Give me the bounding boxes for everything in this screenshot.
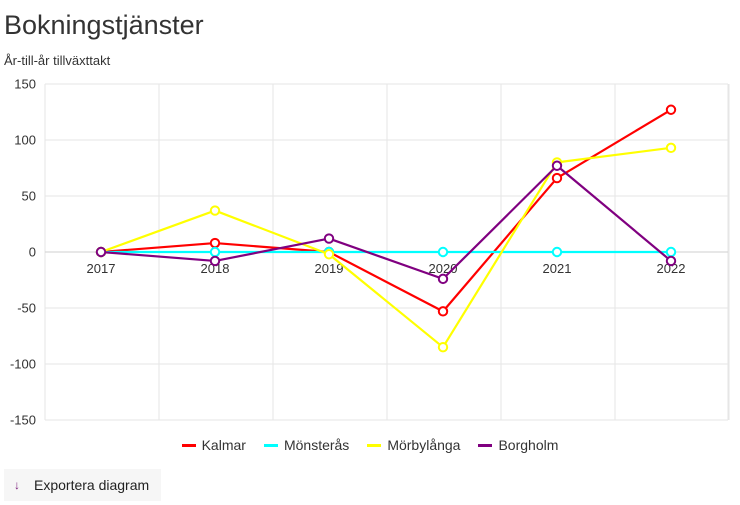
x-tick-label: 2021 [543, 261, 572, 276]
export-label: Exportera diagram [34, 477, 150, 493]
data-point[interactable] [551, 172, 563, 184]
legend-item[interactable]: Borgholm [478, 437, 558, 453]
data-point[interactable] [437, 246, 449, 258]
legend-label: Mörbylånga [387, 437, 461, 453]
chart-title: Bokningstjänster [4, 10, 204, 40]
data-point[interactable] [323, 249, 335, 260]
data-point[interactable] [665, 142, 677, 154]
data-point[interactable] [437, 342, 449, 353]
series-line [100, 108, 672, 313]
data-point[interactable] [209, 246, 221, 258]
data-point[interactable] [551, 246, 563, 258]
y-tick-label: -150 [10, 413, 36, 428]
series-Borgholm [95, 160, 677, 285]
y-tick-label: 100 [14, 133, 36, 148]
legend-swatch [263, 443, 278, 447]
series-line [100, 146, 672, 349]
data-point[interactable] [665, 255, 677, 267]
export-chart-button[interactable]: ↓ Exportera diagram [4, 469, 162, 501]
x-tick-label: 2017 [87, 261, 116, 276]
data-point[interactable] [95, 246, 107, 258]
y-tick-label: -100 [10, 357, 36, 372]
x-tick-label: 2022 [657, 261, 686, 276]
data-point[interactable] [323, 233, 335, 244]
series-group [95, 104, 677, 353]
data-point[interactable] [437, 273, 449, 285]
legend-swatch [181, 443, 196, 447]
legend-swatch [478, 443, 493, 447]
data-point[interactable] [437, 306, 449, 317]
x-tick-label: 2018 [201, 261, 230, 276]
legend-item[interactable]: Mönsterås [263, 437, 350, 453]
legend-swatch [367, 443, 382, 447]
y-tick-label: 150 [14, 77, 36, 92]
legend: Kalmar Mönsterås Mörbylånga Borgholm [0, 437, 740, 453]
y-axis: 150 100 50 0 -50 -100 -150 [10, 77, 36, 428]
data-point[interactable] [551, 160, 563, 171]
x-axis: 2017 2018 2019 2020 2021 2022 [87, 261, 686, 276]
y-tick-label: 0 [29, 245, 36, 260]
legend-item[interactable]: Mörbylånga [367, 437, 460, 453]
legend-item[interactable]: Kalmar [181, 437, 246, 453]
arrow-down-icon: ↓ [14, 478, 20, 492]
series-Mönsterås [95, 246, 677, 258]
data-point[interactable] [209, 205, 221, 216]
legend-label: Kalmar [201, 437, 246, 453]
legend-label: Borgholm [498, 437, 559, 453]
data-point[interactable] [665, 104, 677, 115]
data-point[interactable] [665, 246, 677, 258]
series-Mörbylånga [95, 142, 677, 353]
y-tick-label: -50 [17, 301, 36, 316]
series-line [100, 164, 672, 280]
chart-subtitle: År-till-år tillväxttakt [4, 53, 111, 68]
data-point[interactable] [209, 237, 221, 249]
x-tick-label: 2019 [315, 261, 344, 276]
y-tick-label: 50 [22, 189, 36, 204]
legend-label: Mönsterås [283, 437, 350, 453]
data-point[interactable] [209, 255, 221, 267]
series-Kalmar [95, 104, 677, 317]
